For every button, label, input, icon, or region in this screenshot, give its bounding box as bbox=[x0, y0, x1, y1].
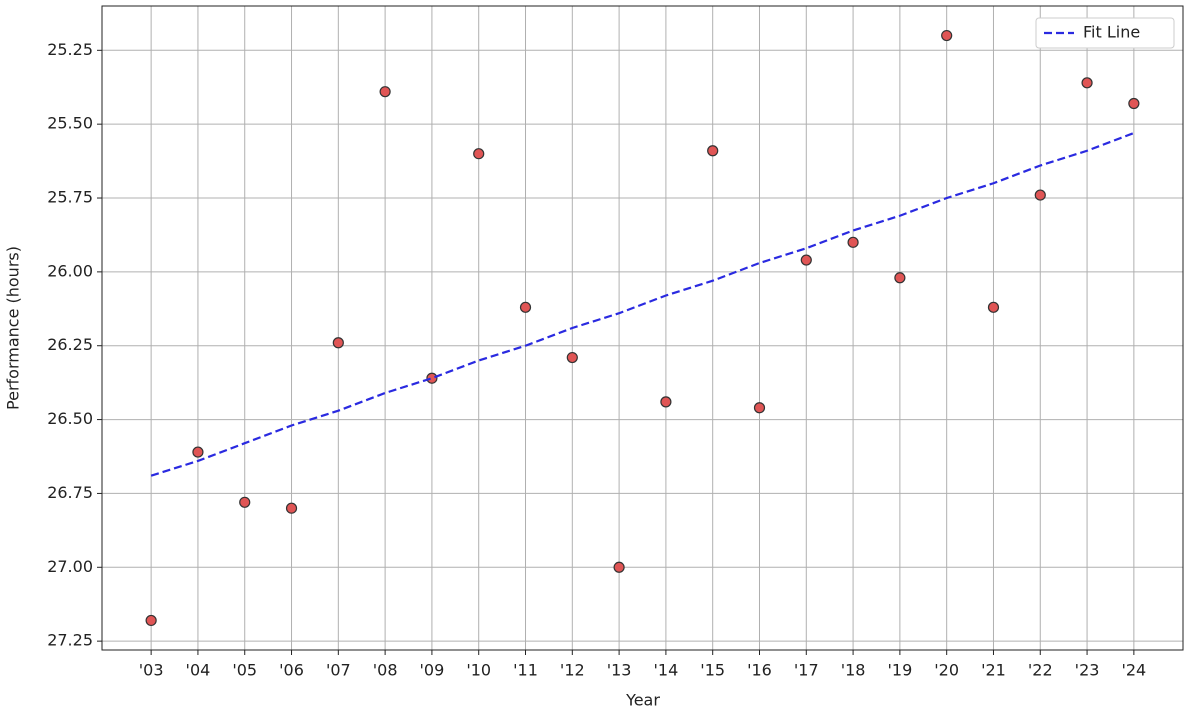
data-point bbox=[566, 351, 578, 364]
x-tick-label: '15 bbox=[700, 661, 725, 680]
y-tick-label: 27.25 bbox=[47, 631, 93, 650]
x-tick-label: '08 bbox=[373, 661, 398, 680]
data-point bbox=[145, 614, 157, 627]
data-point bbox=[613, 561, 625, 573]
x-tick-label: '11 bbox=[513, 661, 538, 680]
x-tick-label: '18 bbox=[841, 661, 866, 680]
data-point bbox=[1081, 77, 1093, 89]
data-point bbox=[660, 396, 672, 408]
x-tick-label: '14 bbox=[654, 661, 679, 680]
legend-box bbox=[1035, 17, 1175, 49]
x-tick-label: '23 bbox=[1075, 661, 1100, 680]
data-point bbox=[987, 301, 1000, 313]
y-tick-label: 26.25 bbox=[47, 335, 93, 354]
y-tick-label: 25.50 bbox=[47, 114, 93, 133]
y-tick-label: 26.75 bbox=[47, 483, 93, 502]
x-tick-label: '07 bbox=[326, 661, 351, 680]
x-tick-label: '24 bbox=[1121, 661, 1146, 680]
data-point bbox=[707, 145, 719, 157]
legend-label: Fit Line bbox=[1083, 23, 1140, 42]
y-tick-label: 25.25 bbox=[47, 40, 93, 59]
x-tick-label: '06 bbox=[279, 661, 304, 680]
x-axis-label: Year bbox=[625, 691, 660, 710]
x-tick-label: '04 bbox=[186, 661, 211, 680]
x-tick-label: '19 bbox=[887, 661, 912, 680]
data-point bbox=[847, 236, 859, 248]
x-tick-label: '03 bbox=[139, 661, 164, 680]
x-tick-label: '21 bbox=[981, 661, 1006, 680]
plot-frame bbox=[101, 5, 1184, 651]
x-tick-label: '16 bbox=[747, 661, 772, 680]
x-tick-label: '22 bbox=[1028, 661, 1053, 680]
data-point bbox=[753, 402, 766, 414]
x-tick-label: '12 bbox=[560, 661, 585, 680]
y-axis-label: Performance (hours) bbox=[4, 246, 23, 410]
x-tick-label: '17 bbox=[794, 661, 819, 680]
y-tick-label: 27.00 bbox=[47, 557, 93, 576]
x-tick-label: '09 bbox=[420, 661, 445, 680]
x-tick-label: '13 bbox=[607, 661, 632, 680]
y-tick-label: 26.00 bbox=[47, 261, 93, 280]
data-point bbox=[1128, 97, 1140, 110]
x-tick-label: '10 bbox=[466, 661, 491, 680]
data-point bbox=[894, 272, 906, 284]
data-point bbox=[332, 337, 344, 349]
x-tick-label: '05 bbox=[232, 661, 257, 680]
data-point bbox=[941, 29, 953, 42]
fit-line bbox=[150, 131, 1135, 477]
x-tick-label: '20 bbox=[934, 661, 959, 680]
data-point bbox=[473, 148, 485, 160]
legend: Fit Line bbox=[1035, 17, 1175, 49]
y-tick-label: 25.75 bbox=[47, 188, 93, 207]
data-point bbox=[379, 86, 391, 98]
data-point bbox=[1034, 189, 1046, 201]
data-point bbox=[285, 502, 298, 514]
data-point bbox=[800, 254, 812, 266]
data-point bbox=[426, 372, 438, 384]
data-point bbox=[239, 496, 251, 508]
data-point bbox=[519, 301, 532, 313]
data-point bbox=[192, 446, 204, 458]
y-tick-label: 26.50 bbox=[47, 409, 93, 428]
